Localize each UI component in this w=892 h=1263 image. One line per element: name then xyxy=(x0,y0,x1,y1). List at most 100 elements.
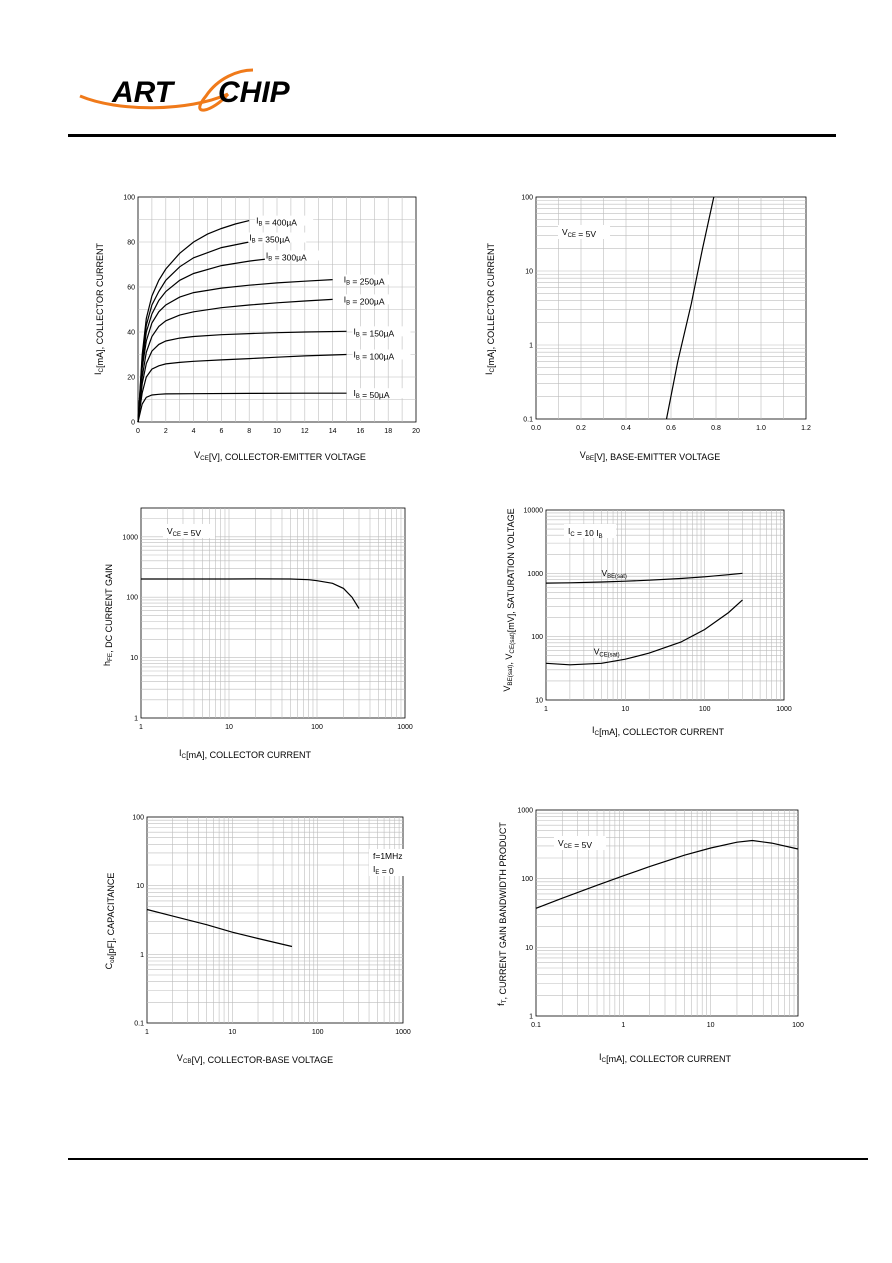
series-label: IB = 100µA xyxy=(353,350,394,362)
y-tick-label: 0.1 xyxy=(134,1021,144,1028)
x-tick-label: 1000 xyxy=(395,1029,411,1036)
series-label: VBE(sat) xyxy=(601,568,626,580)
x-tick-label: 1000 xyxy=(776,706,792,713)
artchip-logo: ART CHIP xyxy=(79,68,291,112)
y-tick-label: 100 xyxy=(521,876,533,883)
y-tick-label: 10 xyxy=(525,269,533,276)
x-tick-label: 1 xyxy=(544,706,548,713)
x-tick-label: 10 xyxy=(225,724,233,731)
x-tick-label: 12 xyxy=(301,428,309,435)
chart-annotation: IE = 0 xyxy=(373,864,394,876)
y-tick-label: 40 xyxy=(127,330,135,337)
series-line xyxy=(535,839,799,909)
y-tick-label: 1000 xyxy=(517,808,533,815)
x-tick-label: 10 xyxy=(228,1029,236,1036)
x-axis-label: VBE[V], BASE-EMITTER VOLTAGE xyxy=(580,450,721,462)
y-tick-label: 10 xyxy=(136,883,144,890)
chart-annotation: VCE = 5V xyxy=(558,838,592,850)
logo-text-art: ART xyxy=(111,76,176,109)
chart-annotation: IC = 10 IB xyxy=(568,526,603,540)
series-label: IB = 250µA xyxy=(344,275,385,287)
x-tick-label: 10 xyxy=(621,706,629,713)
plot-frame xyxy=(545,509,785,701)
x-tick-label: 20 xyxy=(412,428,420,435)
x-tick-label: 10 xyxy=(273,428,281,435)
series-line xyxy=(665,196,715,420)
x-tick-label: 4 xyxy=(192,428,196,435)
series-line xyxy=(137,220,250,423)
series-line xyxy=(545,572,743,584)
x-tick-label: 0.8 xyxy=(711,425,721,432)
x-tick-label: 0.0 xyxy=(531,425,541,432)
y-tick-label: 100 xyxy=(123,195,135,202)
y-tick-label: 0.1 xyxy=(523,417,533,424)
chart-annotation: f=1MHz xyxy=(373,851,403,861)
x-tick-label: 0 xyxy=(136,428,140,435)
chart-dc-current-gain: 1 10 100 1000 1 10 100 1000 IC[mA], COLLECTOR CU… xyxy=(102,507,413,760)
y-tick-label: 1 xyxy=(529,343,533,350)
series-line xyxy=(141,578,360,609)
y-axis-label: hFE, DC CURRENT GAIN xyxy=(102,564,114,666)
series-line xyxy=(146,908,293,948)
x-tick-label: 100 xyxy=(699,706,711,713)
x-axis-label: IC[mA], COLLECTOR CURRENT xyxy=(599,1052,731,1064)
y-tick-label: 1000 xyxy=(527,571,543,578)
y-tick-label: 100 xyxy=(132,815,144,822)
y-tick-label: 1 xyxy=(134,716,138,723)
y-tick-label: 20 xyxy=(127,375,135,382)
x-tick-label: 16 xyxy=(357,428,365,435)
y-tick-label: 1 xyxy=(140,952,144,959)
x-tick-label: 14 xyxy=(329,428,337,435)
series-label: IB = 350µA xyxy=(249,233,290,245)
y-tick-label: 100 xyxy=(126,595,138,602)
x-axis-label: IC[mA], COLLECTOR CURRENT xyxy=(179,748,311,760)
y-axis-label: Cob[pF], CAPACITANCE xyxy=(104,873,116,970)
series-line xyxy=(137,353,347,423)
x-tick-label: 1000 xyxy=(397,724,413,731)
series-line xyxy=(137,298,333,423)
grid xyxy=(546,510,784,700)
chart-base-emitter-on-voltage: 0.0 0.2 0.4 0.6 0.8 1.0 1.2 0.1 1 10 100 VBE[V], BA… xyxy=(484,195,811,463)
series-line xyxy=(137,279,333,423)
x-tick-label: 1 xyxy=(145,1029,149,1036)
series-label: IB = 50µA xyxy=(353,388,389,400)
series-label: IB = 200µA xyxy=(344,294,385,306)
x-tick-label: 1 xyxy=(139,724,143,731)
series-line xyxy=(137,236,278,423)
series-label: IB = 150µA xyxy=(353,326,394,338)
series-label: IB = 400µA xyxy=(256,216,297,228)
x-axis-label: VCE[V], COLLECTOR-EMITTER VOLTAGE xyxy=(194,450,366,462)
y-tick-label: 1000 xyxy=(122,534,138,541)
x-tick-label: 6 xyxy=(219,428,223,435)
x-tick-label: 0.4 xyxy=(621,425,631,432)
y-tick-label: 10000 xyxy=(524,508,544,515)
x-tick-label: 8 xyxy=(247,428,251,435)
y-tick-label: 10 xyxy=(130,655,138,662)
y-tick-label: 80 xyxy=(127,240,135,247)
x-tick-label: 18 xyxy=(384,428,392,435)
x-tick-label: 100 xyxy=(792,1022,804,1029)
y-tick-label: 1 xyxy=(529,1014,533,1021)
y-axis-label: IC[mA], COLLECTOR CURRENT xyxy=(484,243,496,375)
x-tick-label: 1 xyxy=(621,1022,625,1029)
series-line xyxy=(137,392,347,423)
logo-swoosh xyxy=(79,92,229,110)
y-tick-label: 100 xyxy=(521,195,533,202)
logo-s-swoosh xyxy=(198,68,254,112)
y-tick-label: 0 xyxy=(131,420,135,427)
x-axis-label: IC[mA], COLLECTOR CURRENT xyxy=(592,725,724,737)
x-tick-label: 1.2 xyxy=(801,425,811,432)
series-line xyxy=(137,330,347,423)
series-label: VCE(sat) xyxy=(594,647,620,659)
series-line xyxy=(137,254,305,423)
series-label: IB = 300µA xyxy=(266,251,307,263)
grid xyxy=(536,810,798,1016)
y-tick-label: 10 xyxy=(535,698,543,705)
plot-frame xyxy=(146,816,404,1024)
x-tick-label: 2 xyxy=(164,428,168,435)
x-tick-label: 100 xyxy=(311,724,323,731)
chart-annotation: VCE = 5V xyxy=(167,526,201,538)
x-tick-label: 10 xyxy=(707,1022,715,1029)
